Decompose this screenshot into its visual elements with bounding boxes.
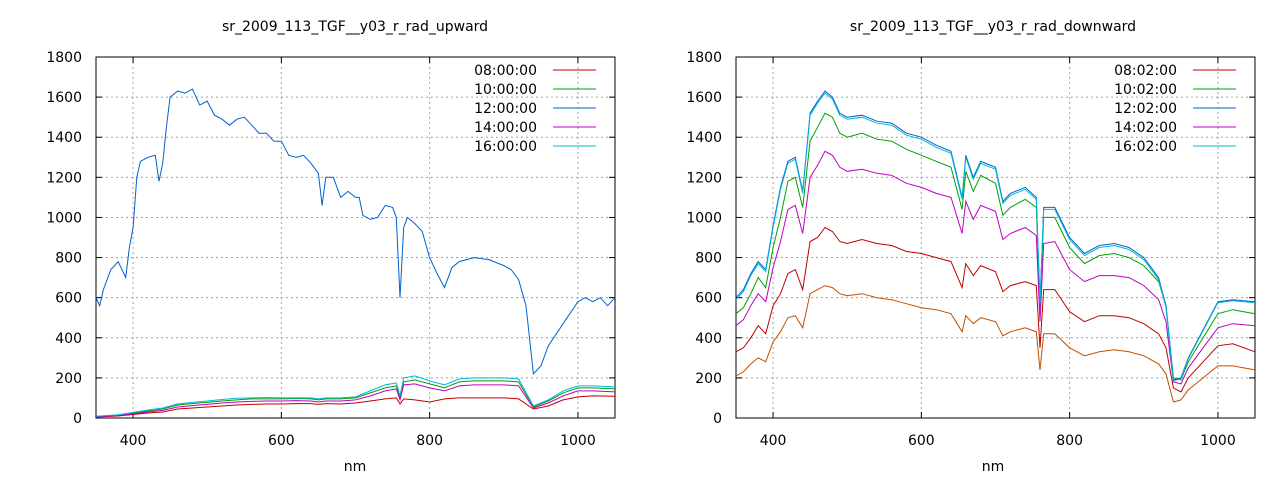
legend-label: 16:00:00 xyxy=(474,139,537,155)
legend-label: 12:00:00 xyxy=(474,101,537,117)
chart-title: sr_2009_113_TGF__y03_r_rad_upward xyxy=(222,19,488,35)
y-tick-label: 0 xyxy=(713,411,722,427)
legend-label: 10:00:00 xyxy=(474,82,537,98)
y-tick-label: 400 xyxy=(55,331,82,347)
x-tick-label: 800 xyxy=(416,433,443,449)
legend-label: 10:02:00 xyxy=(1114,82,1177,98)
chart-upward: sr_2009_113_TGF__y03_r_rad_upward nm 400… xyxy=(46,19,616,475)
y-tick-label: 1800 xyxy=(686,50,722,66)
x-tick-label: 600 xyxy=(908,433,935,449)
y-tick-label: 400 xyxy=(695,331,722,347)
x-axis-label: nm xyxy=(982,459,1005,475)
series-line xyxy=(95,395,616,418)
y-tick-label: 600 xyxy=(55,291,82,307)
y-tick-label: 800 xyxy=(55,251,82,267)
series-line xyxy=(735,226,1256,393)
series-line xyxy=(95,375,616,417)
y-tick-label: 1600 xyxy=(686,90,722,106)
x-axis-label: nm xyxy=(344,459,367,475)
y-tick-label: 1400 xyxy=(686,130,722,146)
x-tick-label: 400 xyxy=(120,433,147,449)
legend-label: 08:00:00 xyxy=(474,63,537,79)
series-line xyxy=(95,88,616,376)
chart-downward: sr_2009_113_TGF__y03_r_rad_downward nm 4… xyxy=(686,19,1256,475)
y-tick-label: 200 xyxy=(55,371,82,387)
y-tick-label: 200 xyxy=(695,371,722,387)
y-tick-label: 600 xyxy=(695,291,722,307)
series-line xyxy=(735,150,1256,385)
y-tick-label: 800 xyxy=(695,251,722,267)
legend-label: 12:02:00 xyxy=(1114,101,1177,117)
x-tick-label: 600 xyxy=(268,433,295,449)
y-tick-label: 1600 xyxy=(46,90,82,106)
series-line xyxy=(95,383,616,418)
x-tick-label: 1000 xyxy=(560,433,596,449)
plot-frame xyxy=(735,56,1256,419)
series-line xyxy=(735,92,1256,382)
plot-frame xyxy=(95,56,616,419)
y-tick-label: 1400 xyxy=(46,130,82,146)
legend-label: 14:02:00 xyxy=(1114,120,1177,136)
series-line xyxy=(735,285,1256,403)
chart-title: sr_2009_113_TGF__y03_r_rad_downward xyxy=(850,19,1136,35)
series-line xyxy=(735,112,1256,381)
x-tick-label: 1000 xyxy=(1200,433,1236,449)
y-tick-label: 1200 xyxy=(686,170,722,186)
y-tick-label: 1200 xyxy=(46,170,82,186)
legend-label: 14:00:00 xyxy=(474,120,537,136)
y-tick-label: 1800 xyxy=(46,50,82,66)
y-tick-label: 0 xyxy=(73,411,82,427)
legend-label: 16:02:00 xyxy=(1114,139,1177,155)
y-tick-label: 1000 xyxy=(686,210,722,226)
x-tick-label: 800 xyxy=(1056,433,1083,449)
series-line xyxy=(95,379,616,417)
y-tick-label: 1000 xyxy=(46,210,82,226)
x-tick-label: 400 xyxy=(760,433,787,449)
legend-label: 08:02:00 xyxy=(1114,63,1177,79)
